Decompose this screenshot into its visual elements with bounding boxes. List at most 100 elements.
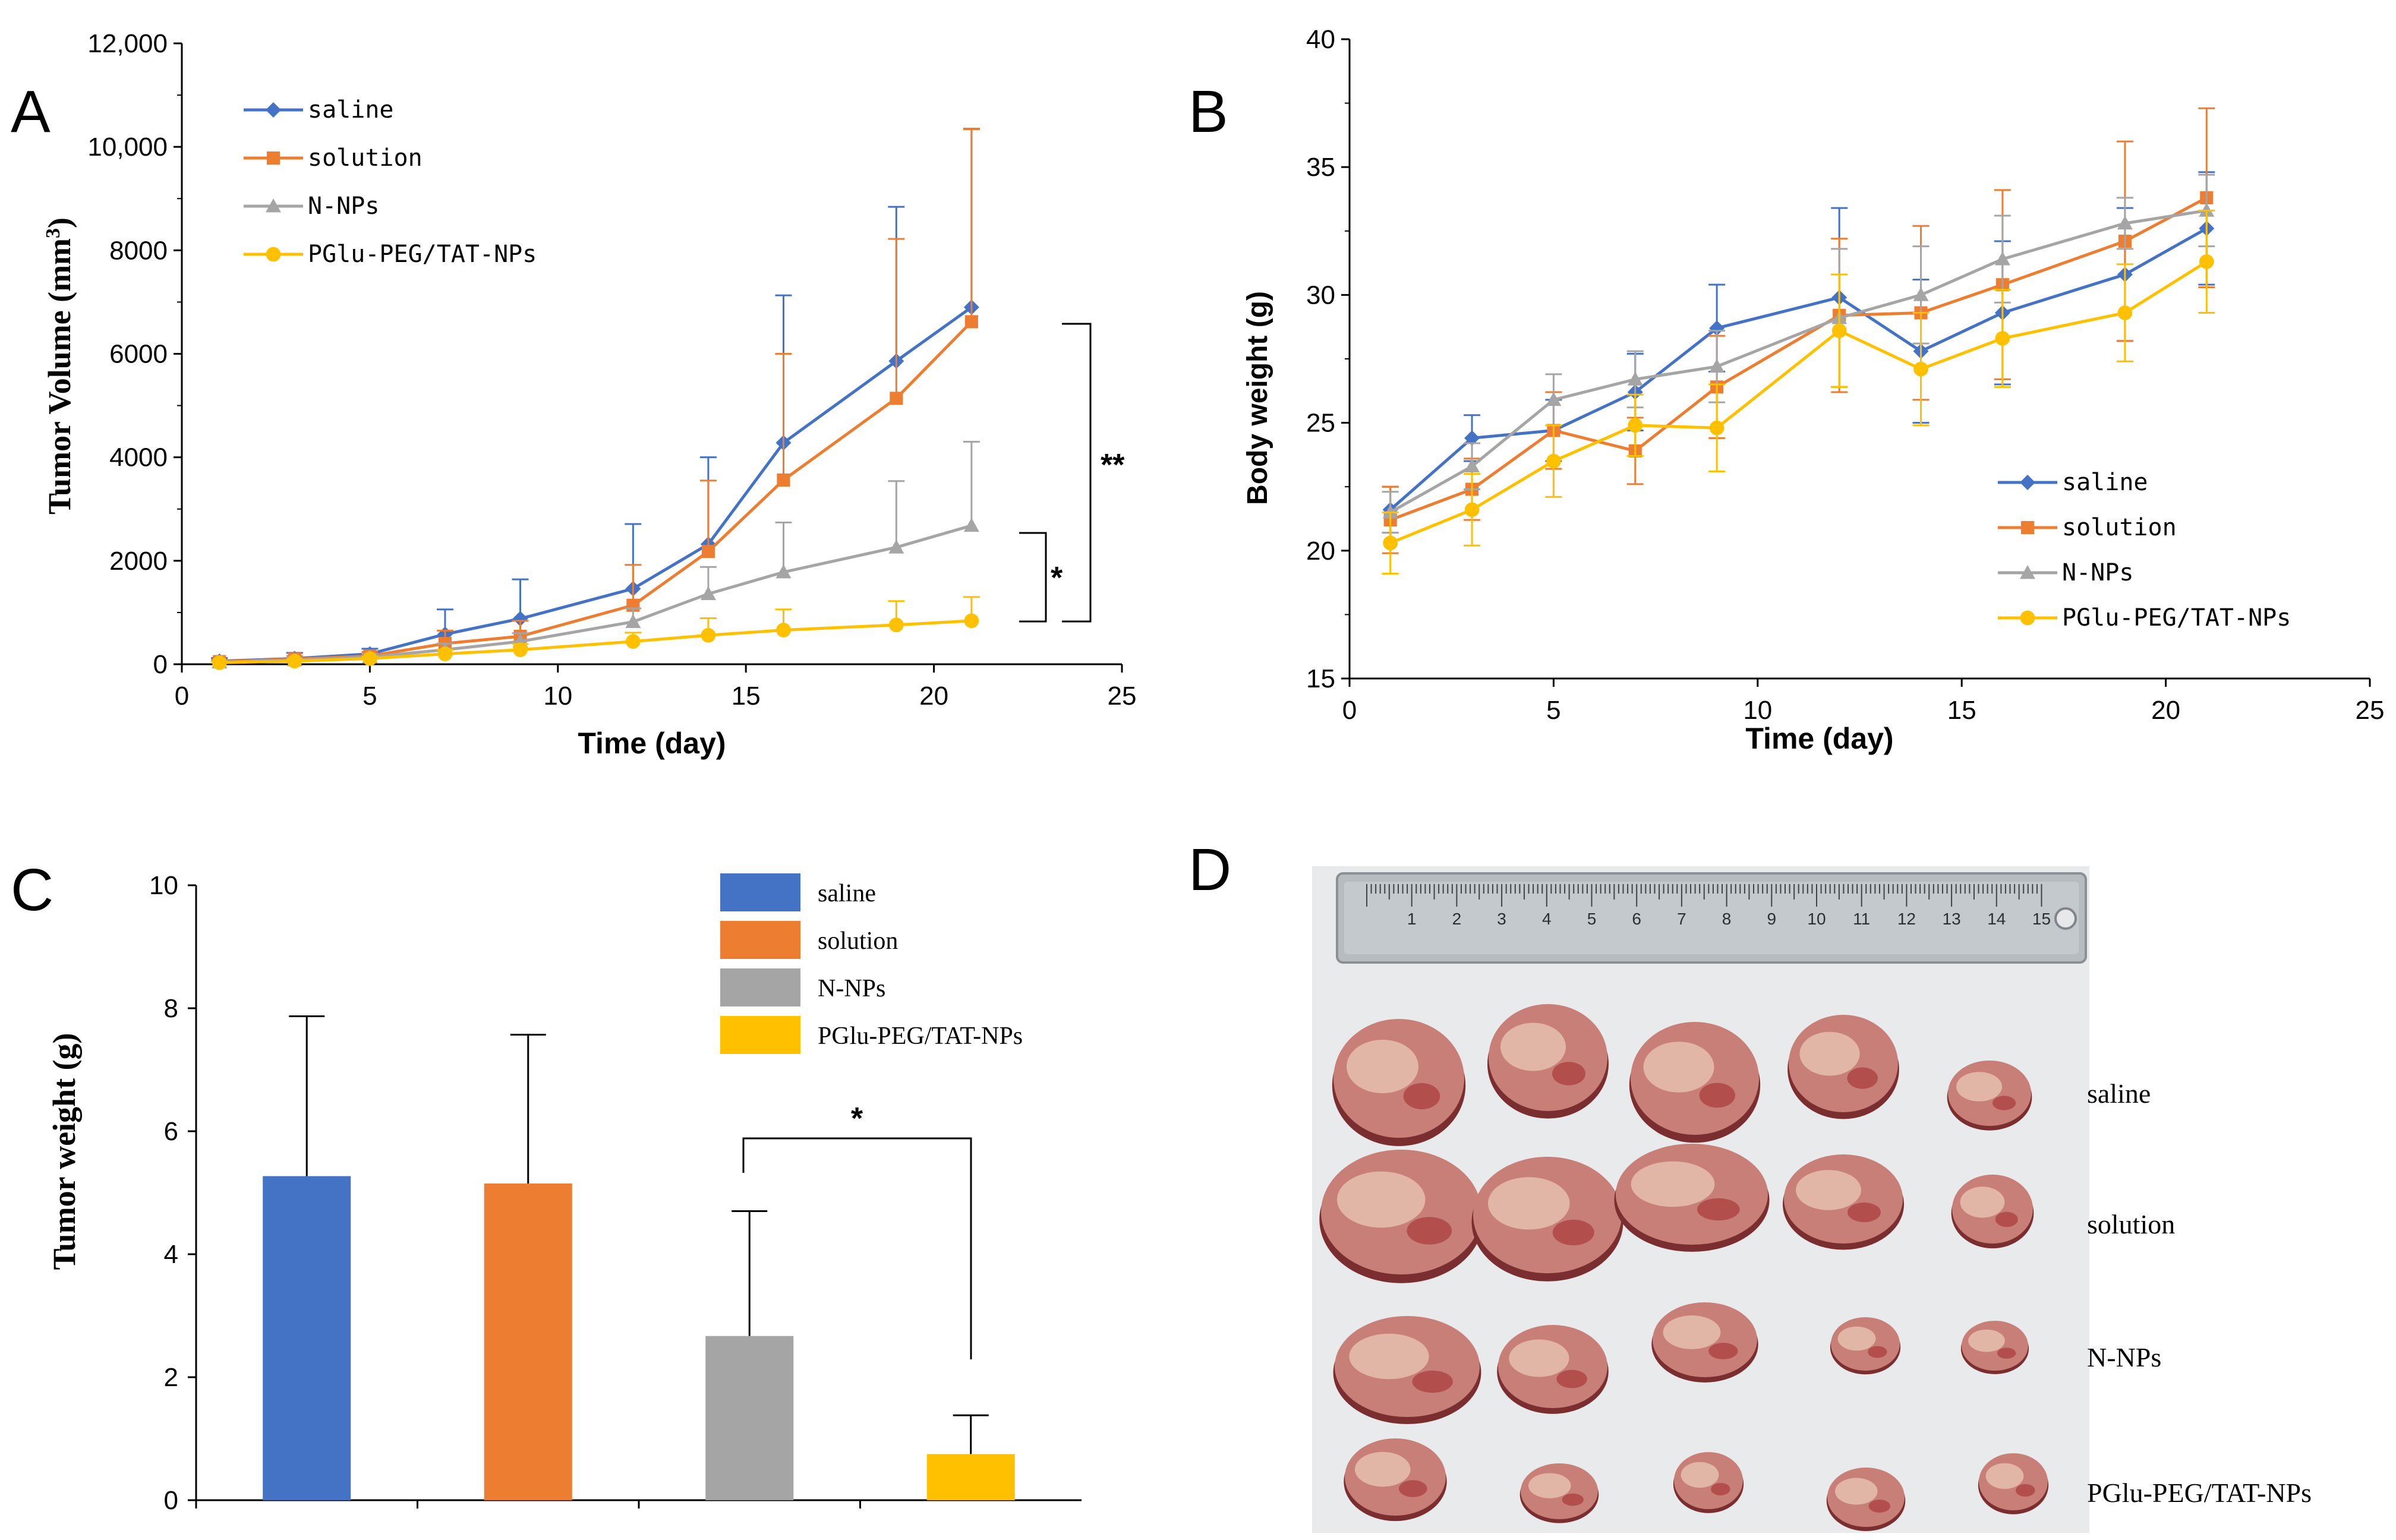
ruler-number: 5 <box>1587 910 1597 928</box>
chart-b-point-pglu-peg-tat-nps <box>1383 535 1398 551</box>
chart-a-legend-label-saline: saline <box>308 96 394 124</box>
chart-a-legend-marker-pglu-peg-tat-nps <box>266 247 281 262</box>
chart-a-point-solution <box>701 545 715 558</box>
tumor-vessel <box>1562 1493 1584 1506</box>
chart-a-legend-marker-n-nps <box>266 198 281 213</box>
tumor-photograph: 1 2 3 4 5 6 7 8 9 10 11 12 13 14 15 saline solution N-… <box>1312 866 2312 1533</box>
tumor-highlight <box>1960 1186 2005 1218</box>
tumor-highlight <box>1835 1478 1878 1505</box>
ruler-number: 11 <box>1853 910 1870 928</box>
chart-a-point-solution <box>890 392 903 405</box>
chart-a-legend-label-n-nps: N-NPs <box>308 192 379 220</box>
tumor-vessel <box>1552 1219 1594 1245</box>
ruler-number: 15 <box>2032 910 2051 928</box>
ruler-number: 14 <box>1987 910 2006 928</box>
chart-a-significance-single: * <box>1051 561 1063 595</box>
chart-a-legend: saline solution N-NPs PGlu-PEG/TAT-NPs <box>244 96 537 268</box>
chart-b-legend-marker-pglu-peg-tat-nps <box>2020 610 2035 626</box>
chart-a-x-tick-label: 0 <box>175 681 189 711</box>
chart-b-point-pglu-peg-tat-nps <box>1546 453 1561 469</box>
tumor-vessel <box>1995 1211 2018 1227</box>
tumor-highlight <box>1631 1161 1715 1207</box>
chart-b-legend-label-n-nps: N-NPs <box>2062 559 2133 586</box>
chart-b-axes: 0 5 10 15 20 25 15 20 25 30 35 40 <box>1306 25 2384 725</box>
tumor-highlight <box>1528 1473 1571 1498</box>
chart-a-bracket-double <box>1062 323 1092 623</box>
chart-b-legend-label-solution: solution <box>2062 514 2177 541</box>
ruler-number: 6 <box>1632 910 1641 928</box>
chart-a-x-tick-label: 20 <box>919 681 948 711</box>
chart-a-point-pglu-peg-tat-nps <box>287 654 302 669</box>
tumor-vessel <box>2016 1484 2035 1497</box>
chart-body-weight: 0 5 10 15 20 25 15 20 25 30 35 40 Time (day) Body w… <box>1242 25 2384 755</box>
chart-a-point-pglu-peg-tat-nps <box>212 655 227 670</box>
ruler-face <box>1344 882 2079 954</box>
chart-b-legend-label-saline: saline <box>2062 469 2148 496</box>
chart-a-legend-marker-solution <box>266 151 280 165</box>
chart-a-x-tick-label: 15 <box>732 681 761 711</box>
chart-b-point-n-nps <box>2117 215 2133 230</box>
chart-a-y-tick-label: 0 <box>153 650 168 679</box>
tumor-highlight <box>1663 1315 1721 1349</box>
chart-a-line-n-nps <box>219 524 972 664</box>
chart-a-point-pglu-peg-tat-nps <box>776 623 791 638</box>
chart-b-line-saline <box>1389 227 2208 511</box>
chart-b-point-n-nps <box>1627 371 1643 386</box>
chart-c-bar-saline <box>263 1176 351 1500</box>
chart-a-legend-label-solution: solution <box>308 144 423 172</box>
chart-c-bar-pglu-peg-tat-nps <box>926 1454 1015 1500</box>
chart-a-x-tick-label: 25 <box>1108 681 1137 711</box>
chart-a-y-tick-label: 2000 <box>109 547 168 576</box>
chart-c-legend: saline solution N-NPs PGlu-PEG/TAT-NPs <box>720 873 1023 1054</box>
chart-b-point-n-nps <box>1464 458 1480 473</box>
ruler-number: 12 <box>1897 910 1916 928</box>
tumor-highlight <box>1349 1333 1429 1380</box>
photo-row-label-pglu: PGlu-PEG/TAT-NPs <box>2087 1478 2312 1508</box>
chart-a-point-solution <box>777 473 790 487</box>
ruler-number: 8 <box>1722 910 1732 928</box>
tumor-vessel <box>1412 1370 1453 1393</box>
chart-c-bar-n-nps <box>705 1336 794 1500</box>
chart-b-legend-label-pglu-peg-tat-nps: PGlu-PEG/TAT-NPs <box>2062 604 2291 632</box>
photo-row-label-saline: saline <box>2087 1078 2151 1109</box>
tumor-highlight <box>1500 1023 1566 1071</box>
chart-a-point-pglu-peg-tat-nps <box>888 617 904 633</box>
chart-c-legend-swatch-solution <box>720 921 800 959</box>
tumor-highlight <box>1799 1031 1860 1076</box>
ruler-number: 9 <box>1767 910 1777 928</box>
tumor-vessel <box>1697 1198 1740 1221</box>
ruler-hole <box>2054 907 2077 930</box>
chart-b-x-tick-label: 15 <box>1947 696 1976 725</box>
chart-b-legend-marker-n-nps <box>2020 565 2035 579</box>
chart-b-legend: saline solution N-NPs PGlu-PEG/TAT-NPs <box>1998 469 2291 632</box>
chart-c-y-tick-label: 10 <box>149 871 178 900</box>
tumor-vessel <box>1992 1096 2016 1110</box>
chart-b-point-pglu-peg-tat-nps <box>2117 305 2133 320</box>
chart-b-point-saline <box>1464 430 1480 446</box>
chart-c-legend-label-n-nps: N-NPs <box>818 975 885 1002</box>
chart-c-y-tick-label: 6 <box>164 1117 178 1146</box>
chart-b-x-tick-label: 5 <box>1546 696 1560 725</box>
chart-a-axes: 0 5 10 15 20 25 0 2000 4000 6000 8000 10,000 12,000 <box>87 29 1136 711</box>
tumor-samples <box>1319 1004 2049 1531</box>
chart-c-bar-solution <box>484 1183 572 1500</box>
chart-b-y-axis-label: Body weight (g) <box>1242 291 1273 505</box>
chart-a-x-axis-label: Time (day) <box>578 727 726 760</box>
chart-b-line-pglu-peg-tat-nps <box>1389 260 2208 545</box>
tumor-vessel <box>1868 1500 1890 1513</box>
chart-a-point-pglu-peg-tat-nps <box>964 613 979 629</box>
chart-b-point-n-nps <box>1913 287 1929 301</box>
chart-a-point-pglu-peg-tat-nps <box>437 646 453 661</box>
tumor-highlight <box>1509 1339 1569 1377</box>
chart-b-point-pglu-peg-tat-nps <box>1831 323 1847 339</box>
chart-a-point-saline <box>512 611 528 627</box>
chart-a-point-n-nps <box>888 539 904 554</box>
tumor-vessel <box>1699 1083 1736 1108</box>
chart-b-point-saline <box>1709 320 1725 336</box>
chart-b-line-solution <box>1389 196 2208 522</box>
tumor-vessel <box>1848 1203 1881 1222</box>
ruler-number: 1 <box>1407 910 1417 928</box>
tumor-vessel <box>1407 1217 1452 1245</box>
tumor-vessel <box>1711 1482 1730 1495</box>
